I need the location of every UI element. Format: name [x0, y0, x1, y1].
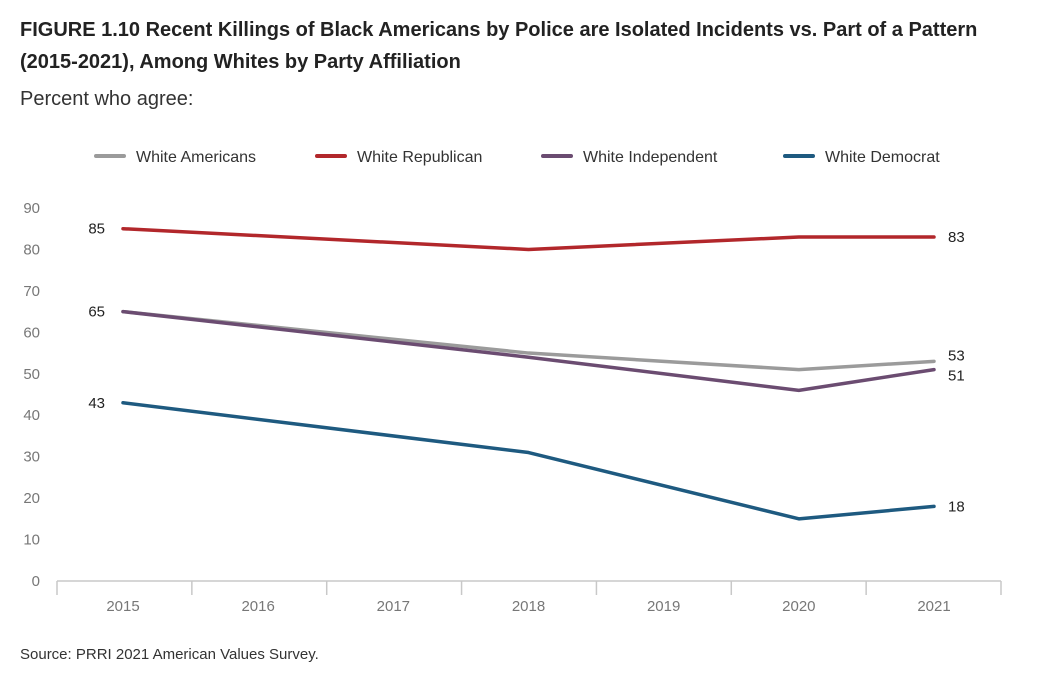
y-axis: 0 10 20 30 40 50 60 70 80 90: [23, 200, 40, 590]
x-tick-label: 2015: [106, 598, 139, 615]
x-tick-label: 2019: [647, 598, 680, 615]
x-tick-label: 2020: [782, 598, 815, 615]
y-tick-label: 20: [23, 490, 40, 507]
series-line-white-americans: [121, 309, 936, 372]
y-tick-label: 30: [23, 449, 40, 466]
y-tick-label: 10: [23, 532, 40, 549]
data-label-end: 83: [948, 229, 965, 246]
source-note: Source: PRRI 2021 American Values Survey…: [20, 646, 319, 663]
x-tick-label: 2018: [512, 598, 545, 615]
data-labels: 65 53 85 83 51 43 18: [88, 221, 964, 516]
y-tick-label: 60: [23, 324, 40, 341]
data-label-start: 65: [88, 304, 105, 321]
legend-label: White Democrat: [825, 149, 940, 166]
data-label-end: 51: [948, 368, 965, 385]
legend-label: White Americans: [136, 149, 256, 166]
y-tick-label: 40: [23, 407, 40, 424]
series-line-white-republican: [121, 226, 936, 252]
data-label-end: 18: [948, 498, 965, 515]
data-label-end: 53: [948, 347, 965, 364]
y-tick-label: 90: [23, 200, 40, 217]
y-tick-label: 0: [32, 573, 40, 590]
y-tick-label: 50: [23, 366, 40, 383]
legend-label: White Independent: [583, 149, 718, 166]
chart-title: FIGURE 1.10 Recent Killings of Black Ame…: [20, 19, 978, 73]
legend-label: White Republican: [357, 149, 482, 166]
x-tick-label: 2017: [377, 598, 410, 615]
x-tick-label: 2016: [241, 598, 274, 615]
series-line-white-independent: [121, 309, 936, 393]
legend: White Americans White Republican White Ind…: [94, 149, 940, 166]
x-tick-label: 2021: [917, 598, 950, 615]
data-label-start: 85: [88, 221, 105, 238]
data-label-start: 43: [88, 395, 105, 412]
x-axis: 2015 2016 2017 2018 2019 2020 2021: [56, 580, 1002, 615]
y-tick-label: 80: [23, 241, 40, 258]
series-lines: [121, 226, 936, 521]
y-tick-label: 70: [23, 283, 40, 300]
series-line-white-democrat: [121, 401, 936, 521]
chart-subtitle: Percent who agree:: [20, 88, 194, 110]
